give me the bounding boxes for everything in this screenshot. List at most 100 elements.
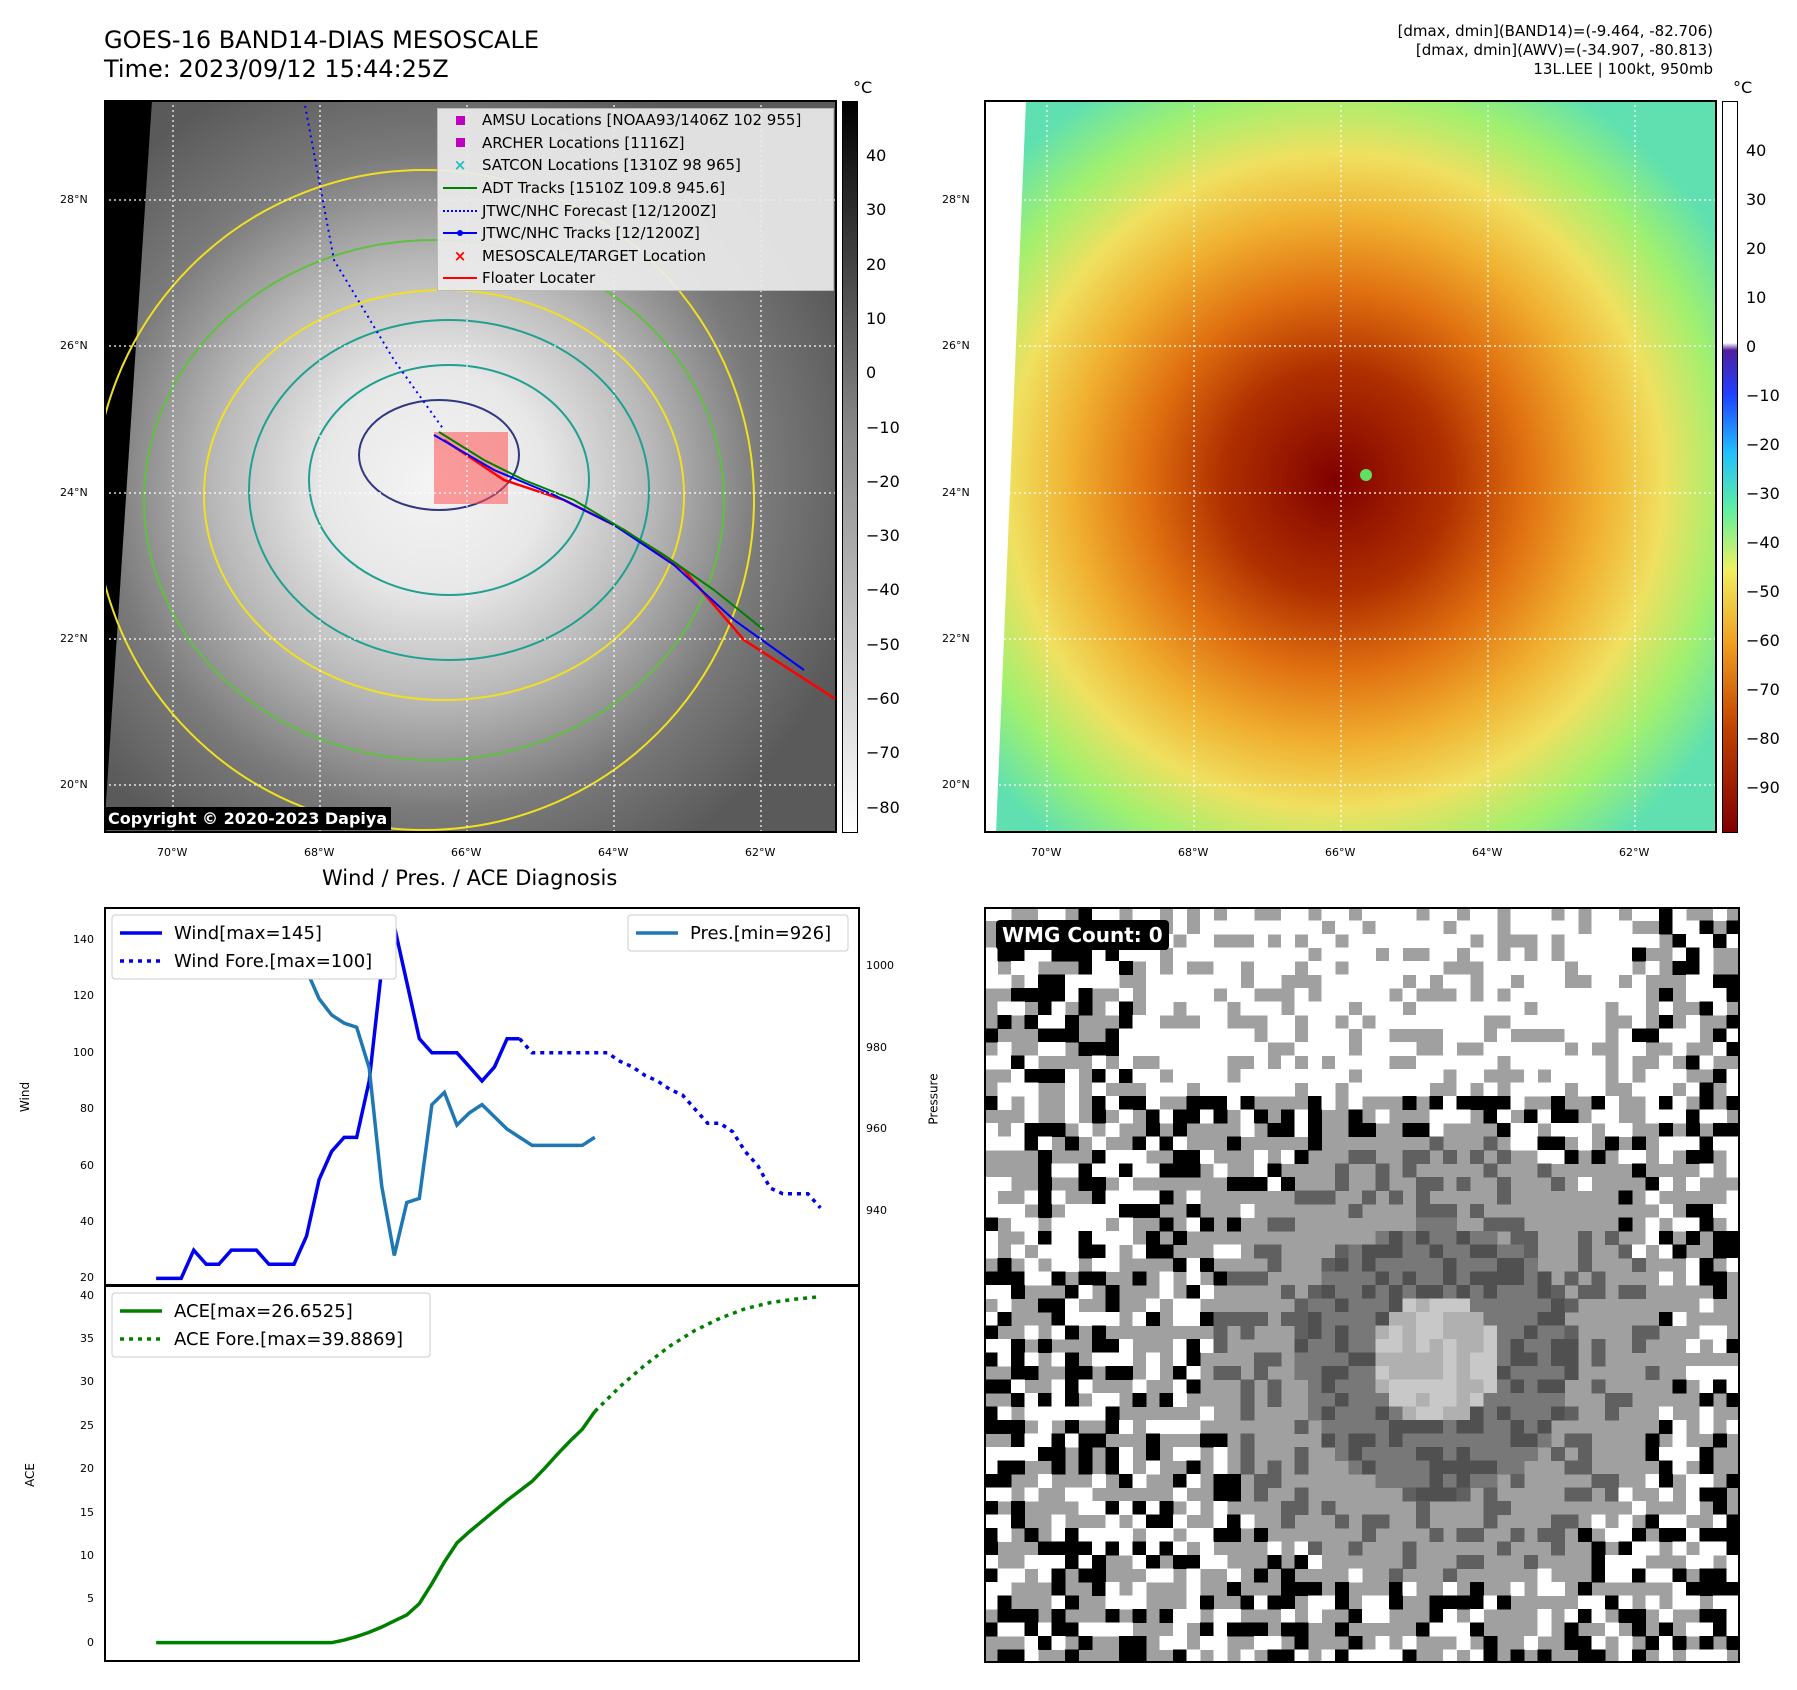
chart-legend: Pres.[min=926] xyxy=(627,914,849,952)
ir-lon-tick: 66°W xyxy=(451,846,482,859)
chart-legend: ACE[max=26.6525] ACE Fore.[max=39.8869] xyxy=(111,1292,431,1358)
series-line-1 xyxy=(518,1037,822,1210)
wv-background xyxy=(984,100,1717,833)
wv-gridlines xyxy=(984,100,1717,833)
y-tick-label: 15 xyxy=(80,1505,94,1519)
map-legend: AMSU Locations [NOAA93/1406Z 102 955] AR… xyxy=(437,108,834,291)
wv-lon-tick: 66°W xyxy=(1325,846,1356,859)
wv-lon-tick: 62°W xyxy=(1619,846,1650,859)
y-tick-label: 5 xyxy=(87,1592,94,1606)
wv-lon-tick: 70°W xyxy=(1031,846,1062,859)
y-right-tick-label: 940 xyxy=(866,1203,887,1217)
wv-colorbar-tick: 0 xyxy=(1746,337,1757,356)
y-tick-label: 20 xyxy=(80,1271,94,1285)
y-right-tick-label: 960 xyxy=(866,1122,887,1136)
y-tick-label: 40 xyxy=(80,1214,94,1228)
wv-colorbar-tick: 10 xyxy=(1746,288,1767,307)
ir-lon-tick: 68°W xyxy=(304,846,335,859)
y-tick-label: 35 xyxy=(80,1332,94,1346)
wind-axis-label: Wind xyxy=(18,1081,33,1113)
ir-colorbar-tick: −10 xyxy=(866,417,900,437)
ace-chart: ACE[max=26.6525] ACE Fore.[max=39.8869] xyxy=(104,1285,860,1662)
wv-colorbar-tick: −10 xyxy=(1746,386,1780,405)
wv-colorbar-tick: −70 xyxy=(1746,680,1780,699)
wv-colorbar-tick: −50 xyxy=(1746,582,1780,601)
wv-colorbar-tick: −20 xyxy=(1746,435,1780,454)
y-tick-label: 30 xyxy=(80,1375,94,1389)
wv-lat-tick: 20°N xyxy=(942,778,970,791)
info-line3: 13L.LEE | 100kt, 950mb xyxy=(1533,60,1713,78)
ir-contours xyxy=(104,169,755,831)
info-line2: [dmax, dmin](AWV)=(-34.907, -80.813) xyxy=(1415,41,1713,59)
ir-colorbar-tick: −30 xyxy=(866,526,900,546)
figure-info: [dmax, dmin](BAND14)=(-9.464, -82.706) [… xyxy=(1398,22,1713,79)
wv-colorbar-tick: −30 xyxy=(1746,484,1780,503)
legend-satcon: × SATCON Locations [1310Z 98 965] xyxy=(453,156,741,175)
y-tick-label: 25 xyxy=(80,1418,94,1432)
ir-colorbar-unit: °C xyxy=(853,78,873,97)
wv-lat-tick: 28°N xyxy=(942,193,970,206)
y-tick-label: 10 xyxy=(80,1548,94,1562)
wv-colorbar-tick: −40 xyxy=(1746,533,1780,552)
wmg-panel xyxy=(984,907,1740,1663)
wv-colorbar-tick: −90 xyxy=(1746,778,1780,797)
ir-lat-tick: 22°N xyxy=(60,632,88,645)
y-tick-label: 140 xyxy=(73,933,94,946)
legend-nhc-tracks: JTWC/NHC Tracks [12/1200Z] xyxy=(438,222,833,245)
legend-target: × MESOSCALE/TARGET Location xyxy=(453,246,707,265)
legend-adt: ADT Tracks [1510Z 109.8 945.6] xyxy=(438,177,833,200)
legend-amsu: AMSU Locations [NOAA93/1406Z 102 955] xyxy=(438,109,833,132)
ir-lon-tick: 70°W xyxy=(157,846,188,859)
y-right-tick-label: 980 xyxy=(866,1040,887,1054)
wv-eye xyxy=(1360,469,1372,481)
y-tick-label: 80 xyxy=(80,1102,94,1116)
wv-lon-tick: 64°W xyxy=(1472,846,1503,859)
ir-colorbar-tick: −80 xyxy=(866,797,900,817)
pressure-axis-label: Pressure xyxy=(926,1073,941,1125)
ir-colorbar-tick: 20 xyxy=(866,254,887,274)
target-box xyxy=(434,432,508,504)
ir-colorbar-tick: −60 xyxy=(866,689,900,708)
wv-colorbar-tick: 40 xyxy=(1746,141,1767,160)
title-line1: GOES-16 BAND14-DIAS MESOSCALE xyxy=(104,26,540,54)
legend-label: ACE[max=26.6525] xyxy=(174,1301,353,1322)
adt-track xyxy=(438,431,765,631)
y-right-tick-label: 1000 xyxy=(866,959,894,973)
wv-colorbar xyxy=(1722,101,1738,833)
ir-colorbar-tick: 10 xyxy=(866,308,887,328)
wv-colorbar-tick: 30 xyxy=(1746,190,1767,209)
info-line1: [dmax, dmin](BAND14)=(-9.464, -82.706) xyxy=(1397,22,1713,40)
ir-lat-tick: 20°N xyxy=(60,778,88,791)
series-line-0 xyxy=(156,918,520,1281)
wv-lat-tick: 24°N xyxy=(942,486,970,499)
legend-label: Wind[max=145] xyxy=(174,923,322,944)
chart-legend: Wind[max=145] Wind Fore.[max=100] xyxy=(111,914,397,980)
wv-lon-tick: 68°W xyxy=(1178,846,1209,859)
ir-lat-tick: 28°N xyxy=(60,193,88,206)
ir-colorbar-tick: 0 xyxy=(866,363,877,383)
legend-label: Wind Fore.[max=100] xyxy=(174,951,372,972)
legend-floater: Floater Locater xyxy=(438,267,833,290)
figure-title: GOES-16 BAND14-DIAS MESOSCALE Time: 2023/… xyxy=(104,26,539,84)
y-tick-label: 0 xyxy=(87,1635,94,1649)
ir-colorbar-tick: −40 xyxy=(866,580,900,600)
ir-colorbar xyxy=(842,101,858,833)
legend-label: Pres.[min=926] xyxy=(690,923,831,944)
ir-lat-tick: 26°N xyxy=(60,339,88,352)
legend-forecast: JTWC/NHC Forecast [12/1200Z] xyxy=(438,199,833,222)
y-tick-label: 40 xyxy=(80,1288,94,1302)
ir-colorbar-tick: 30 xyxy=(866,200,887,220)
diagnosis-title: Wind / Pres. / ACE Diagnosis xyxy=(322,866,618,890)
wv-map xyxy=(984,100,1717,833)
ace-axis-label: ACE xyxy=(22,1463,37,1487)
ir-lat-tick: 24°N xyxy=(60,486,88,499)
ir-colorbar-tick: −20 xyxy=(866,471,900,491)
y-tick-label: 60 xyxy=(80,1158,94,1172)
wv-colorbar-unit: °C xyxy=(1733,78,1753,97)
wv-lat-tick: 22°N xyxy=(942,632,970,645)
ir-colorbar-tick: −50 xyxy=(866,634,900,654)
title-line2: Time: 2023/09/12 15:44:25Z xyxy=(104,55,449,83)
wv-lat-tick: 26°N xyxy=(942,339,970,352)
wmg-count-label: WMG Count: 0 xyxy=(996,920,1169,950)
wv-nodata xyxy=(984,100,1026,833)
